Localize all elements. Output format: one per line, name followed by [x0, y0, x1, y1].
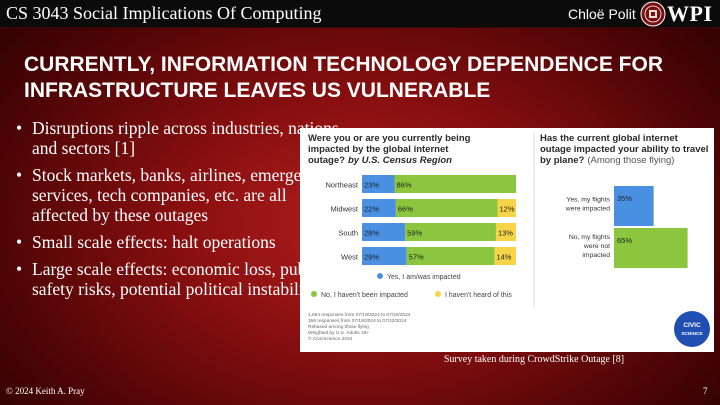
- bullet-item: Disruptions ripple across industries, na…: [16, 118, 346, 158]
- author-name: Chloë Polit: [568, 6, 636, 22]
- wpi-seal-icon: [640, 1, 666, 27]
- legend-label-not-heard: I haven't heard of this: [445, 292, 512, 299]
- left-bar-segment: [395, 199, 498, 217]
- right-chart-title-line2: outage impacted your ability to travel: [540, 144, 708, 155]
- left-bar-segment: [495, 223, 516, 241]
- left-bar-value-label: 22%: [364, 205, 379, 214]
- bullet-list: Disruptions ripple across industries, na…: [16, 118, 346, 306]
- left-bars: Northeast 23% 86% Midwest 22% 66% 12% South 28% 5…: [325, 175, 516, 265]
- left-bar-segment: [494, 247, 516, 265]
- left-category-label: Midwest: [330, 205, 358, 214]
- note-line: © CivicScience 2024: [308, 335, 353, 342]
- right-category-label-line: were impacted: [565, 206, 610, 213]
- chart-caption: Survey taken during CrowdStrike Outage […: [443, 354, 625, 365]
- wpi-logo: WPI: [667, 1, 713, 26]
- bullet-text: Disruptions ripple across industries, na…: [32, 118, 344, 158]
- right-bar-value-label: 65%: [617, 236, 632, 245]
- left-bar-segment: [497, 199, 516, 217]
- left-bar-value-label: 14%: [496, 253, 511, 262]
- slide-title: CURRENTLY, INFORMATION TECHNOLOGY DEPEND…: [24, 53, 663, 102]
- left-bar-value-label: 28%: [364, 229, 379, 238]
- left-chart-title-line2: impacted by the global internet: [308, 144, 449, 155]
- left-bar-segment: [362, 199, 396, 217]
- left-bar-value-label: 66%: [398, 205, 413, 214]
- bullet-text: Small scale effects: halt operations: [32, 232, 276, 252]
- left-chart-title-by: by U.S. Census Region: [348, 155, 452, 166]
- right-chart-title-sub: (Among those flying): [587, 155, 674, 166]
- left-bar-segment: [362, 247, 407, 265]
- right-bars: Yes, my flights were impacted 35% No, my fl…: [565, 186, 688, 268]
- right-category-label: Yes, my flights were impacted: [565, 197, 611, 213]
- left-bar-value-label: 23%: [364, 181, 379, 190]
- left-bar-segment: [362, 175, 395, 193]
- survey-chart-svg: Were you or are you currently being impa…: [308, 132, 710, 347]
- left-bar-segment: [394, 175, 516, 193]
- left-bar-value-label: 86%: [396, 181, 411, 190]
- left-category-label: Northeast: [325, 181, 358, 190]
- left-bar-value-label: 57%: [409, 253, 424, 262]
- legend-label-not-impacted: No, I haven't been impacted: [321, 292, 408, 299]
- right-bar-value-label: 35%: [617, 194, 632, 203]
- page-number: 7: [703, 386, 708, 396]
- chart-notes: 1,694 responses from 07/19/2024 to 07/20…: [308, 312, 411, 342]
- left-bar-segment: [405, 223, 496, 241]
- bullet-text: Stock markets, banks, airlines, emergenc…: [32, 165, 327, 225]
- course-title: CS 3043 Social Implications Of Computing: [6, 3, 322, 23]
- right-category-label-line: Yes, my flights: [566, 197, 610, 204]
- note-line: 356 responses from 07/19/2024 to 07/22/2…: [308, 318, 407, 324]
- chart-legend: Yes, I am/was impacted No, I haven't bee…: [311, 273, 512, 299]
- left-bar-value-label: 13%: [498, 229, 513, 238]
- bullet-item: Stock markets, banks, airlines, emergenc…: [16, 165, 346, 225]
- legend-swatch-not-heard: [435, 291, 441, 297]
- right-category-label-line: No, my flights: [569, 234, 611, 241]
- left-chart-title-line3: outage? by U.S. Census Region: [308, 155, 452, 166]
- footer-copyright: © 2024 Keith A. Pray: [6, 386, 85, 396]
- left-bar-segment: [406, 247, 495, 265]
- survey-chart: Were you or are you currently being impa…: [300, 128, 714, 352]
- left-chart-title-line3-text: outage?: [308, 155, 345, 166]
- right-category-label-line: impacted: [582, 252, 610, 259]
- right-category-label-line: were not: [583, 243, 610, 250]
- brand-word-2: SCIENCE: [681, 331, 703, 337]
- left-category-label: West: [341, 253, 359, 262]
- brand-word-1: CIVIC: [683, 322, 701, 329]
- left-bar-segment: [362, 223, 406, 241]
- note-line: Weighted by U.S. Adults 18+: [308, 330, 369, 336]
- bullet-item: Large scale effects: economic loss, publ…: [16, 259, 346, 299]
- left-bar-value-label: 29%: [364, 253, 379, 262]
- bullet-text: Large scale effects: economic loss, publ…: [32, 259, 324, 299]
- left-chart-title-line1: Were you or are you currently being: [308, 133, 471, 144]
- left-category-label: South: [338, 229, 358, 238]
- right-chart-title-line1: Has the current global internet: [540, 133, 679, 144]
- right-bar: [614, 186, 654, 226]
- bullet-item: Small scale effects: halt operations: [16, 232, 346, 252]
- civicscience-logo: CIVIC SCIENCE: [674, 311, 710, 347]
- legend-label-impacted: Yes, I am/was impacted: [387, 274, 461, 281]
- right-chart-title-line3-text: by plane?: [540, 155, 585, 166]
- legend-swatch-not-impacted: [311, 291, 317, 297]
- right-bar: [614, 228, 688, 268]
- legend-swatch-impacted: [377, 273, 383, 279]
- header-bar: CS 3043 Social Implications Of Computing…: [0, 0, 720, 28]
- left-bar-value-label: 59%: [407, 229, 422, 238]
- left-bar-value-label: 12%: [500, 205, 515, 214]
- note-line: Rebased among those flying: [308, 324, 369, 330]
- right-category-label: No, my flights were not impacted: [569, 234, 611, 259]
- right-chart-title-line3: by plane? (Among those flying): [540, 155, 674, 166]
- note-line: 1,694 responses from 07/19/2024 to 07/20…: [308, 312, 411, 318]
